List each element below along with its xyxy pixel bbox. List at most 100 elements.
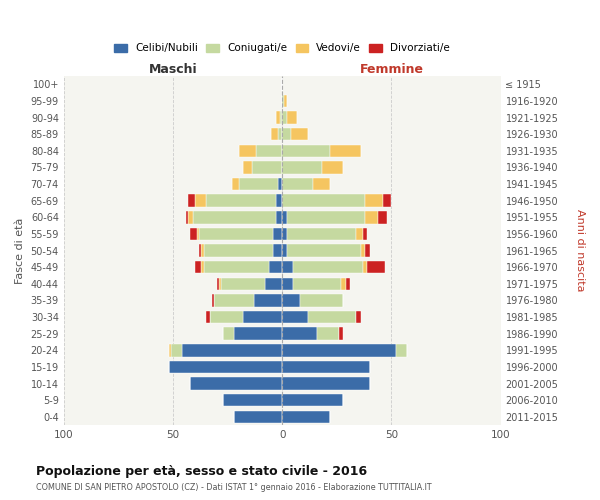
Bar — [299, 294, 343, 306]
Bar — [396, 344, 407, 356]
Bar — [234, 410, 282, 423]
Bar — [287, 112, 298, 124]
Bar — [251, 161, 282, 173]
Bar — [282, 394, 343, 406]
Bar — [282, 311, 308, 324]
Bar — [214, 294, 254, 306]
Bar — [287, 244, 361, 257]
Y-axis label: Anni di nascita: Anni di nascita — [575, 210, 585, 292]
Bar — [199, 228, 274, 240]
Bar — [356, 228, 363, 240]
Bar — [308, 311, 356, 324]
Bar — [274, 228, 282, 240]
Bar — [282, 244, 287, 257]
Bar — [274, 244, 282, 257]
Bar — [293, 261, 363, 274]
Bar — [217, 278, 219, 290]
Bar — [219, 278, 221, 290]
Bar — [282, 178, 313, 190]
Bar — [287, 211, 365, 224]
Bar — [313, 178, 330, 190]
Bar — [293, 278, 341, 290]
Bar — [254, 294, 282, 306]
Text: COMUNE DI SAN PIETRO APOSTOLO (CZ) - Dati ISTAT 1° gennaio 2016 - Elaborazione T: COMUNE DI SAN PIETRO APOSTOLO (CZ) - Dat… — [36, 482, 431, 492]
Bar — [199, 244, 202, 257]
Bar — [265, 278, 282, 290]
Bar — [188, 211, 193, 224]
Bar — [341, 278, 346, 290]
Bar — [223, 328, 234, 340]
Text: Maschi: Maschi — [149, 63, 197, 76]
Bar — [210, 311, 243, 324]
Bar — [190, 378, 282, 390]
Bar — [239, 144, 256, 157]
Bar — [282, 360, 370, 373]
Bar — [365, 244, 370, 257]
Bar — [363, 228, 367, 240]
Bar — [282, 112, 287, 124]
Bar — [206, 194, 275, 207]
Bar — [182, 344, 282, 356]
Bar — [282, 261, 293, 274]
Bar — [356, 311, 361, 324]
Bar — [282, 144, 330, 157]
Bar — [271, 128, 278, 140]
Bar — [282, 328, 317, 340]
Bar — [203, 261, 269, 274]
Bar — [282, 94, 284, 107]
Bar — [367, 261, 385, 274]
Bar — [282, 344, 396, 356]
Bar — [339, 328, 343, 340]
Bar — [282, 294, 299, 306]
Bar — [169, 344, 171, 356]
Bar — [282, 410, 330, 423]
Bar — [346, 278, 350, 290]
Bar — [291, 128, 308, 140]
Bar — [287, 228, 356, 240]
Bar — [239, 178, 278, 190]
Y-axis label: Fasce di età: Fasce di età — [15, 218, 25, 284]
Bar — [197, 228, 199, 240]
Bar — [282, 378, 370, 390]
Bar — [282, 161, 322, 173]
Bar — [188, 194, 195, 207]
Text: Popolazione per età, sesso e stato civile - 2016: Popolazione per età, sesso e stato civil… — [36, 465, 367, 478]
Bar — [330, 144, 361, 157]
Bar — [278, 178, 282, 190]
Bar — [195, 261, 202, 274]
Bar — [365, 211, 378, 224]
Bar — [383, 194, 391, 207]
Bar — [212, 294, 214, 306]
Bar — [234, 328, 282, 340]
Bar — [223, 394, 282, 406]
Bar — [186, 211, 188, 224]
Bar — [322, 161, 343, 173]
Bar — [282, 194, 365, 207]
Bar — [243, 311, 282, 324]
Bar — [193, 211, 275, 224]
Bar — [365, 194, 383, 207]
Bar — [203, 244, 274, 257]
Bar — [169, 360, 282, 373]
Bar — [284, 94, 287, 107]
Bar — [206, 311, 210, 324]
Bar — [282, 228, 287, 240]
Bar — [195, 194, 206, 207]
Bar — [275, 112, 280, 124]
Bar — [275, 194, 282, 207]
Bar — [221, 278, 265, 290]
Bar — [282, 128, 291, 140]
Bar — [317, 328, 339, 340]
Bar — [202, 261, 203, 274]
Bar — [232, 178, 239, 190]
Bar — [280, 112, 282, 124]
Bar — [275, 211, 282, 224]
Bar — [243, 161, 251, 173]
Bar — [278, 128, 282, 140]
Bar — [202, 244, 203, 257]
Bar — [363, 261, 367, 274]
Bar — [282, 211, 287, 224]
Bar — [190, 228, 197, 240]
Bar — [361, 244, 365, 257]
Bar — [378, 211, 387, 224]
